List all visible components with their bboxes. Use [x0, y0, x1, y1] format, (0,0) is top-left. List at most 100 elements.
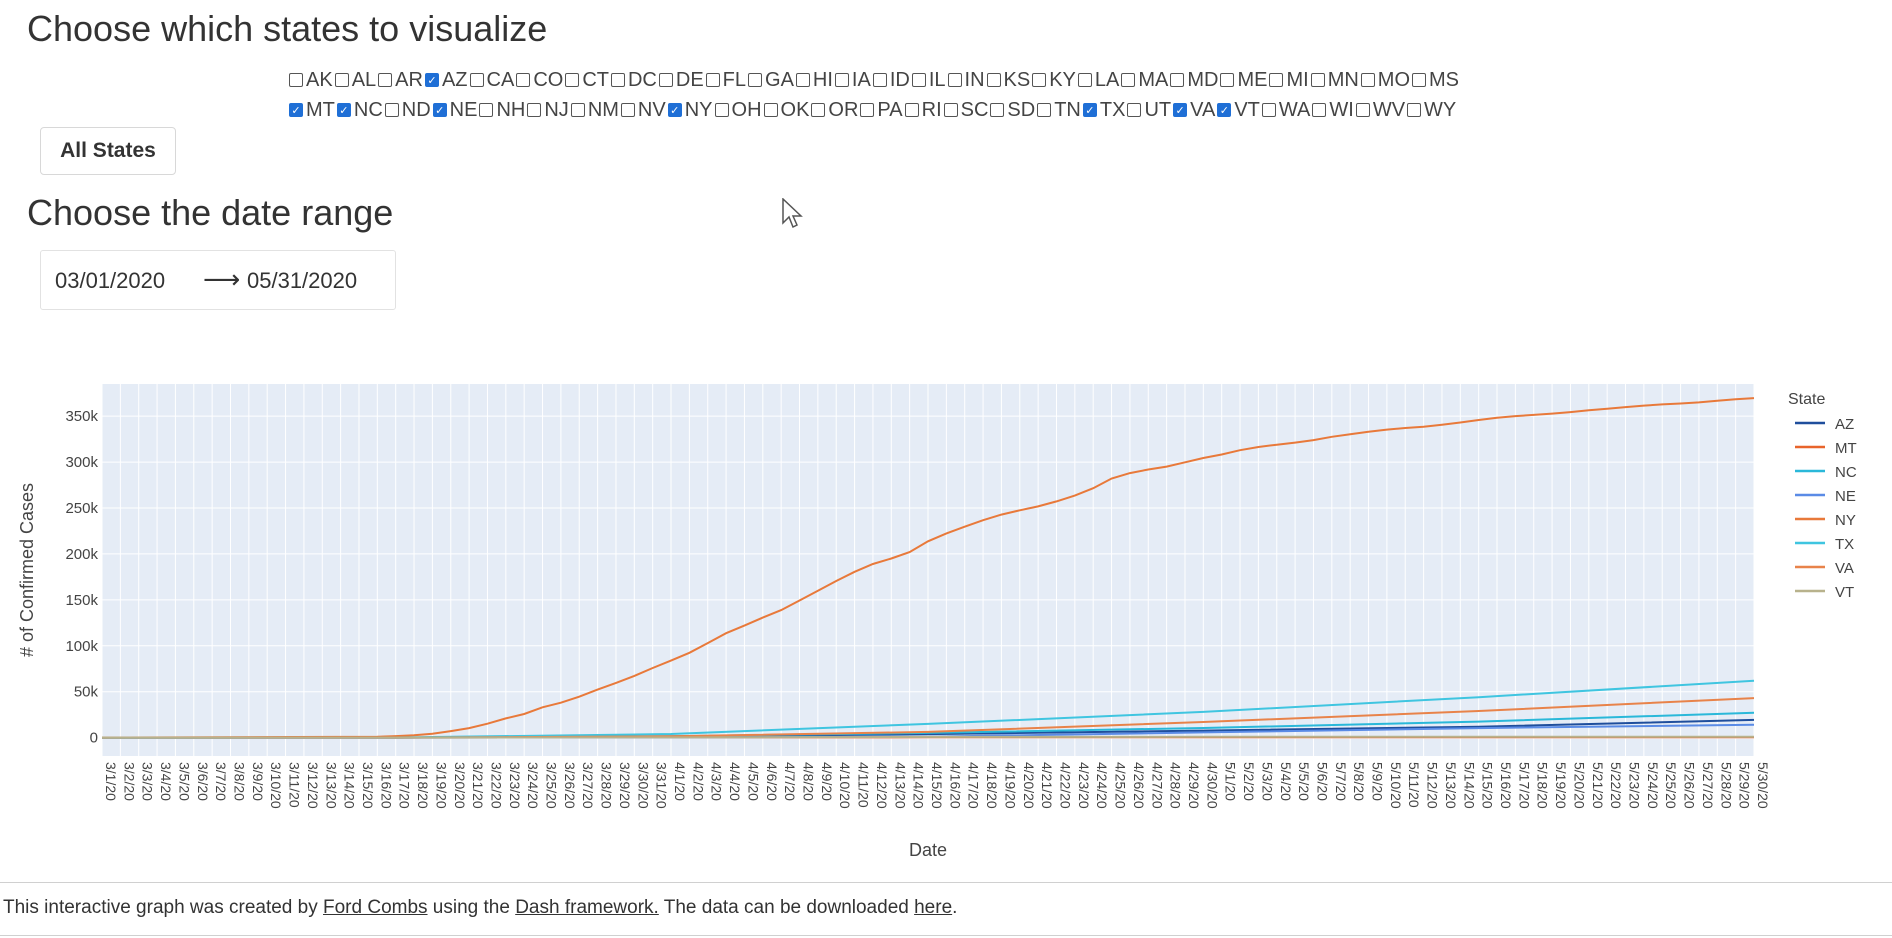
- checkbox-unchecked-icon[interactable]: [1032, 73, 1047, 87]
- state-checkbox-ct[interactable]: CT: [565, 69, 609, 92]
- legend-item-vt[interactable]: VT: [1835, 584, 1854, 601]
- state-checkbox-sd[interactable]: SD: [990, 99, 1035, 122]
- checkbox-unchecked-icon[interactable]: [1121, 73, 1136, 87]
- state-checkbox-tn[interactable]: TN: [1037, 99, 1081, 122]
- state-checkbox-dc[interactable]: DC: [610, 69, 657, 92]
- checkbox-unchecked-icon[interactable]: [1077, 73, 1092, 87]
- checkbox-unchecked-icon[interactable]: [289, 73, 303, 87]
- checkbox-checked-icon[interactable]: [336, 103, 351, 117]
- state-checkbox-mt[interactable]: MT: [289, 99, 335, 122]
- checkbox-unchecked-icon[interactable]: [904, 103, 919, 117]
- state-checkbox-va[interactable]: VA: [1173, 99, 1215, 122]
- series-line-ny[interactable]: [101, 397, 1755, 739]
- checkbox-unchecked-icon[interactable]: [911, 73, 926, 87]
- state-checkbox-ks[interactable]: KS: [986, 69, 1030, 92]
- series-line-vt[interactable]: [102, 735, 1755, 739]
- checkbox-unchecked-icon[interactable]: [620, 103, 635, 117]
- all-states-button[interactable]: All States: [40, 127, 176, 175]
- checkbox-unchecked-icon[interactable]: [748, 73, 763, 87]
- state-checkbox-ar[interactable]: AR: [378, 69, 423, 92]
- state-checkbox-nv[interactable]: NV: [620, 99, 666, 122]
- checkbox-checked-icon[interactable]: [289, 103, 303, 117]
- checkbox-unchecked-icon[interactable]: [479, 103, 494, 117]
- checkbox-unchecked-icon[interactable]: [570, 103, 585, 117]
- state-checkbox-ny[interactable]: NY: [667, 99, 713, 122]
- checkbox-unchecked-icon[interactable]: [1312, 103, 1327, 117]
- checkbox-checked-icon[interactable]: [1217, 103, 1232, 117]
- checkbox-unchecked-icon[interactable]: [1037, 103, 1052, 117]
- state-checkbox-vt[interactable]: VT: [1217, 99, 1260, 122]
- legend-item-az[interactable]: AZ: [1835, 416, 1854, 433]
- checkbox-unchecked-icon[interactable]: [1127, 103, 1142, 117]
- state-checkbox-al[interactable]: AL: [334, 69, 376, 92]
- state-checkbox-wy[interactable]: WY: [1407, 99, 1456, 122]
- state-checkbox-mo[interactable]: MO: [1360, 69, 1410, 92]
- state-checkbox-wa[interactable]: WA: [1261, 99, 1310, 122]
- state-checkbox-ia[interactable]: IA: [834, 69, 871, 92]
- checkbox-checked-icon[interactable]: [667, 103, 682, 117]
- checkbox-unchecked-icon[interactable]: [811, 103, 826, 117]
- state-checkbox-ca[interactable]: CA: [469, 69, 514, 92]
- state-checkbox-ga[interactable]: GA: [748, 69, 794, 92]
- state-checkbox-nj[interactable]: NJ: [527, 99, 569, 122]
- checkbox-unchecked-icon[interactable]: [565, 73, 580, 87]
- state-checkbox-nd[interactable]: ND: [384, 99, 431, 122]
- state-checkbox-ut[interactable]: UT: [1127, 99, 1171, 122]
- state-checkbox-mi[interactable]: MI: [1269, 69, 1309, 92]
- checkbox-unchecked-icon[interactable]: [658, 73, 673, 87]
- dash-framework-link[interactable]: Dash framework.: [515, 897, 659, 918]
- state-checkbox-tx[interactable]: TX: [1082, 99, 1125, 122]
- checkbox-unchecked-icon[interactable]: [990, 103, 1005, 117]
- state-checkbox-nm[interactable]: NM: [570, 99, 619, 122]
- legend-item-tx[interactable]: TX: [1835, 536, 1854, 553]
- author-link[interactable]: Ford Combs: [323, 897, 428, 918]
- state-checkbox-id[interactable]: ID: [872, 69, 910, 92]
- state-checkbox-ms[interactable]: MS: [1412, 69, 1459, 92]
- checkbox-unchecked-icon[interactable]: [943, 103, 958, 117]
- checkbox-unchecked-icon[interactable]: [1412, 73, 1427, 87]
- checkbox-unchecked-icon[interactable]: [527, 103, 542, 117]
- state-checkbox-oh[interactable]: OH: [714, 99, 762, 122]
- start-date-input[interactable]: 03/01/2020: [55, 268, 166, 293]
- state-checkbox-ok[interactable]: OK: [763, 99, 809, 122]
- checkbox-checked-icon[interactable]: [424, 73, 439, 87]
- checkbox-unchecked-icon[interactable]: [714, 103, 729, 117]
- state-checkbox-pa[interactable]: PA: [860, 99, 903, 122]
- state-checkbox-me[interactable]: ME: [1220, 69, 1267, 92]
- state-checkbox-wi[interactable]: WI: [1312, 99, 1354, 122]
- state-checkbox-md[interactable]: MD: [1170, 69, 1218, 92]
- checkbox-unchecked-icon[interactable]: [860, 103, 875, 117]
- checkbox-unchecked-icon[interactable]: [986, 73, 1001, 87]
- checkbox-unchecked-icon[interactable]: [1170, 73, 1185, 87]
- state-checkbox-sc[interactable]: SC: [943, 99, 988, 122]
- checkbox-unchecked-icon[interactable]: [834, 73, 849, 87]
- checkbox-unchecked-icon[interactable]: [469, 73, 484, 87]
- checkbox-unchecked-icon[interactable]: [1407, 103, 1422, 117]
- state-checkbox-la[interactable]: LA: [1077, 69, 1119, 92]
- checkbox-unchecked-icon[interactable]: [1355, 103, 1370, 117]
- state-checkbox-co[interactable]: CO: [516, 69, 563, 92]
- state-checkbox-nc[interactable]: NC: [336, 99, 383, 122]
- state-checkbox-in[interactable]: IN: [947, 69, 985, 92]
- state-checkbox-ky[interactable]: KY: [1032, 69, 1076, 92]
- checkbox-unchecked-icon[interactable]: [1310, 73, 1325, 87]
- checkbox-unchecked-icon[interactable]: [1261, 103, 1276, 117]
- checkbox-unchecked-icon[interactable]: [378, 73, 393, 87]
- state-checkbox-az[interactable]: AZ: [424, 69, 468, 92]
- state-checkbox-il[interactable]: IL: [911, 69, 946, 92]
- state-checkbox-ne[interactable]: NE: [432, 99, 477, 122]
- legend-item-ny[interactable]: NY: [1835, 512, 1856, 529]
- checkbox-unchecked-icon[interactable]: [763, 103, 778, 117]
- legend-item-mt[interactable]: MT: [1835, 440, 1857, 457]
- state-checkbox-ma[interactable]: MA: [1121, 69, 1168, 92]
- checkbox-unchecked-icon[interactable]: [334, 73, 349, 87]
- legend-item-ne[interactable]: NE: [1835, 488, 1856, 505]
- checkbox-checked-icon[interactable]: [1082, 103, 1097, 117]
- state-checkbox-ri[interactable]: RI: [904, 99, 942, 122]
- checkbox-unchecked-icon[interactable]: [705, 73, 720, 87]
- checkbox-unchecked-icon[interactable]: [872, 73, 887, 87]
- checkbox-unchecked-icon[interactable]: [947, 73, 962, 87]
- checkbox-checked-icon[interactable]: [432, 103, 447, 117]
- checkbox-unchecked-icon[interactable]: [610, 73, 625, 87]
- legend-item-va[interactable]: VA: [1835, 560, 1854, 577]
